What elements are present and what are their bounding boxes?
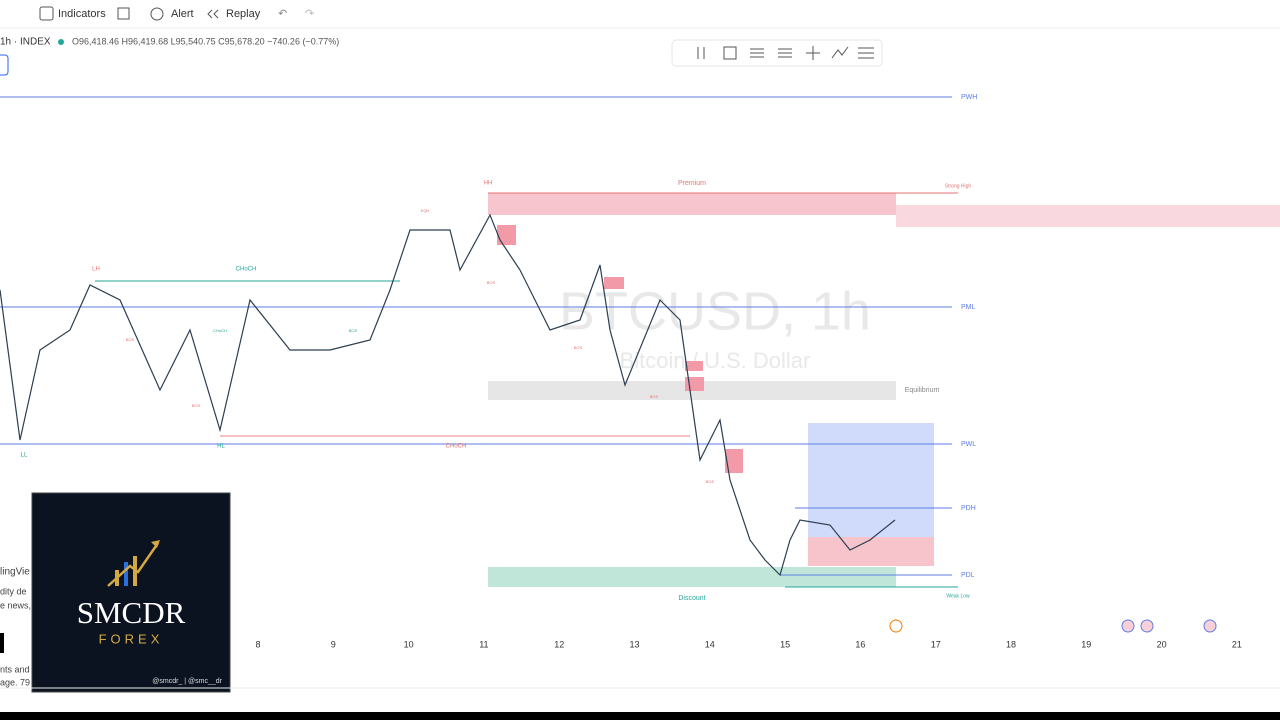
x-tick-label: 18 — [1006, 639, 1016, 649]
level-label: PWL — [961, 441, 976, 448]
indicators-icon[interactable] — [39, 6, 54, 21]
x-tick-label: 16 — [855, 639, 865, 649]
sidebar-text: nts and — [0, 664, 30, 674]
alert-button[interactable]: Alert — [171, 8, 194, 20]
logo-subtitle: FOREX — [99, 631, 164, 646]
target-box — [808, 423, 934, 537]
logo-handles: @smcdr_ | @smc__dr — [152, 678, 222, 685]
x-tick-label: 9 — [331, 639, 336, 649]
structure-labels: HH LH CHoCH CHoCH HL LL CHoCH BOS BOS BO… — [21, 181, 715, 484]
structure-label: BOS — [349, 328, 358, 333]
logo-panel — [31, 492, 231, 693]
discount-zone — [488, 567, 896, 587]
structure-label: LH — [92, 267, 100, 273]
zone-label: Premium — [678, 180, 706, 187]
zone-label: Discount — [678, 595, 705, 602]
x-tick-label: 8 — [255, 639, 260, 649]
zone-label: Weak Low — [946, 593, 970, 599]
x-tick-label: 17 — [931, 639, 941, 649]
structure-label: BOS — [487, 280, 496, 285]
zone-label: Strong High — [945, 183, 972, 189]
logo-icon — [107, 540, 160, 587]
sidebar-text: age. 79 — [0, 677, 30, 687]
structure-label: CHoCH — [213, 328, 227, 333]
x-tick-label: 15 — [780, 639, 790, 649]
level-label: PDH — [961, 505, 976, 512]
x-tick-label: 21 — [1232, 639, 1242, 649]
undo[interactable]: ↶ — [278, 8, 287, 20]
x-tick-label: 20 — [1157, 639, 1167, 649]
sidebar-text: lingVie — [0, 567, 30, 578]
x-tick-label: 10 — [404, 639, 414, 649]
structure-label: BOS — [126, 337, 135, 342]
supply-extension — [896, 205, 1280, 227]
sidebar-button[interactable] — [0, 633, 4, 653]
ohlc: O96,418.46 H96,419.68 L95,540.75 C95,678… — [72, 36, 339, 46]
structure-label: CHoCH — [236, 267, 257, 273]
structure-label: LL — [21, 453, 28, 459]
layout-icon[interactable] — [117, 7, 130, 20]
structure-label: EQH — [421, 208, 430, 213]
x-tick-label: 19 — [1081, 639, 1091, 649]
levels — [0, 96, 958, 588]
price-trace — [0, 213, 896, 577]
x-tick-label: 13 — [629, 639, 639, 649]
premium-zone — [488, 193, 896, 215]
redo[interactable]: ↷ — [305, 8, 314, 20]
symbol-name: 1h · INDEX — [0, 37, 51, 48]
x-axis: 8 9 10 11 12 13 14 15 16 17 18 19 20 21 — [255, 639, 1241, 649]
indicators-button[interactable]: Indicators — [58, 8, 106, 20]
x-tick-label: 14 — [705, 639, 715, 649]
level-labels: PWH PML PWL PDH PDL — [961, 94, 977, 579]
event-icons — [889, 619, 1217, 633]
collapse-toggle[interactable] — [0, 54, 9, 76]
sidebar-text: dity de — [0, 586, 27, 596]
alert-icon[interactable] — [150, 7, 164, 21]
structure-label: HL — [217, 444, 225, 450]
zone-label: Equilibrium — [905, 387, 940, 394]
structure-label: BOS — [650, 394, 659, 399]
market-status — [58, 39, 64, 45]
logo-title: SMCDR — [77, 595, 186, 630]
structure-label: BOS — [706, 479, 715, 484]
x-tick-label: 12 — [554, 639, 564, 649]
drawing-tools[interactable] — [697, 46, 874, 60]
level-label: PML — [961, 304, 976, 311]
structure-label: HH — [484, 181, 493, 187]
x-tick-label: 11 — [479, 639, 488, 649]
structure-label: BOS — [574, 345, 583, 350]
level-label: PDL — [961, 572, 975, 579]
order-blocks — [497, 225, 743, 473]
watermark-description: Bitcoin / U.S. Dollar — [620, 348, 811, 373]
bottom-bar — [0, 712, 1280, 720]
structure-label: BOS — [192, 403, 201, 408]
zone-labels: Premium Strong High Equilibrium Discount… — [678, 180, 971, 602]
structure-label: CHoCH — [446, 444, 467, 450]
sidebar: lingVie dity de e news, nts and age. 79 — [0, 567, 31, 687]
level-label: PWH — [961, 94, 977, 101]
replay-icon — [207, 9, 219, 19]
stop-box — [808, 537, 934, 566]
replay-button[interactable]: Replay — [226, 8, 261, 20]
watermark-symbol: BTCUSD, 1h — [559, 281, 871, 341]
sidebar-text: e news, — [0, 600, 31, 610]
